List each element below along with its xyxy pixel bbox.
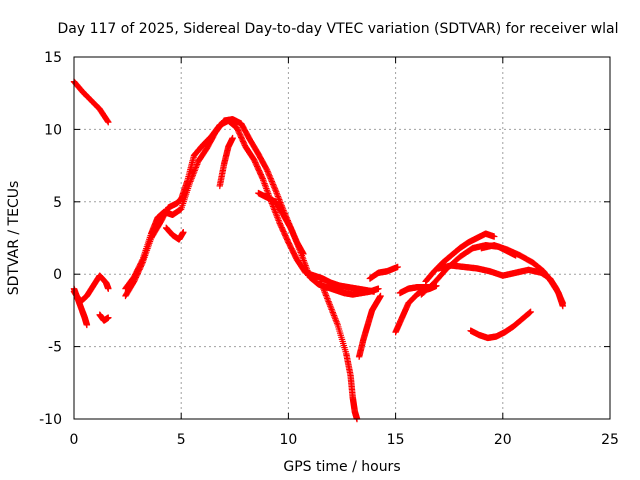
data-point: [300, 250, 307, 258]
x-tick-label: 5: [177, 432, 186, 448]
series-arc10: [317, 278, 361, 423]
y-axis-label: SDTVAR / TECUs: [6, 181, 22, 296]
data-point: [527, 308, 534, 316]
data-point: [105, 118, 112, 126]
data-point: [104, 118, 111, 125]
x-tick-label: 20: [494, 432, 512, 448]
data-point: [370, 288, 378, 295]
data-point: [270, 182, 277, 190]
data-point: [268, 178, 276, 185]
series-arc8: [216, 134, 236, 190]
series-arc6: [122, 117, 378, 300]
data-point: [491, 233, 498, 240]
data-point: [271, 185, 279, 192]
data-points: [70, 78, 567, 423]
plot-frame: [73, 56, 611, 420]
y-tick-label: 0: [53, 267, 62, 283]
data-point: [269, 181, 277, 188]
x-tick-label: 10: [279, 432, 297, 448]
data-point: [268, 176, 275, 184]
series-arc7: [162, 224, 187, 243]
data-point: [375, 285, 382, 292]
data-point: [559, 302, 567, 310]
y-tick-labels: -10 -5 0 5 10 15: [39, 50, 62, 428]
x-axis-label: GPS time / hours: [283, 459, 400, 475]
series-arc15: [422, 230, 498, 285]
series-arc18: [478, 242, 567, 310]
data-point: [180, 229, 187, 236]
data-point: [264, 168, 271, 175]
data-point: [264, 169, 272, 177]
series-arc12: [366, 263, 401, 282]
axis-ticks: [73, 56, 611, 420]
series-arc19: [467, 308, 534, 342]
data-point: [83, 321, 91, 329]
x-tick-labels: 0 5 10 15 20 25: [70, 432, 619, 448]
data-point: [266, 172, 273, 179]
y-tick-label: -10: [39, 412, 62, 428]
y-tick-label: 10: [44, 122, 62, 138]
chart-title: Day 117 of 2025, Sidereal Day-to-day VTE…: [57, 21, 618, 37]
data-point: [138, 260, 146, 268]
y-tick-label: 5: [53, 195, 62, 211]
data-point: [265, 171, 272, 178]
data-point: [266, 173, 274, 181]
series-arc1: [70, 78, 112, 126]
data-point: [269, 179, 276, 187]
series-arc4: [96, 311, 112, 324]
x-tick-label: 25: [601, 432, 619, 448]
series-arc9: [255, 189, 307, 258]
y-tick-label: -5: [48, 340, 62, 356]
y-tick-label: 15: [44, 50, 62, 66]
data-point: [105, 314, 112, 321]
data-point: [229, 134, 236, 142]
data-point: [263, 166, 271, 174]
data-point: [267, 175, 274, 182]
x-tick-label: 15: [387, 432, 405, 448]
data-point: [258, 174, 266, 181]
data-point: [271, 184, 278, 191]
data-point: [394, 263, 401, 271]
x-tick-label: 0: [70, 432, 79, 448]
data-point: [105, 285, 112, 292]
series-arc3: [70, 285, 91, 329]
data-point: [377, 292, 384, 300]
series-arc11: [355, 292, 384, 360]
